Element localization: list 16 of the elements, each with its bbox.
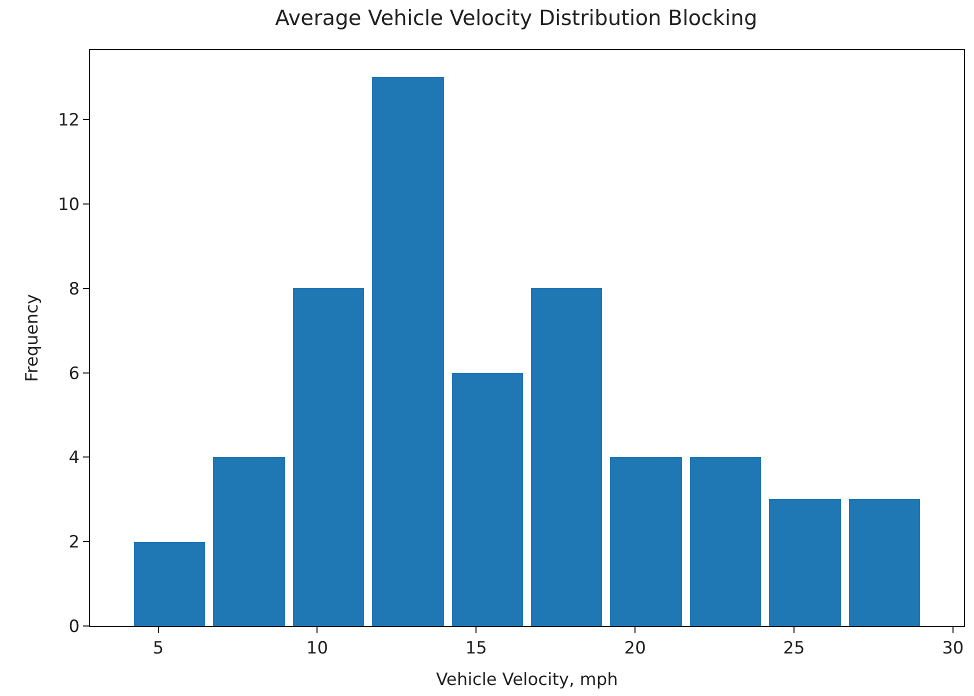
y-tick-label: 4 (68, 448, 80, 468)
y-tick-label: 6 (68, 364, 80, 384)
x-tick-label: 30 (942, 638, 964, 658)
y-tick-label: 10 (58, 194, 80, 215)
y-tick-label: 2 (68, 532, 80, 553)
x-axis-title: Vehicle Velocity, mph (436, 670, 618, 690)
x-tick-label: 15 (465, 638, 487, 658)
x-tick-label: 20 (624, 638, 646, 658)
x-tick-label: 10 (306, 638, 328, 658)
x-tick-label: 5 (152, 638, 164, 658)
y-tick-label: 0 (68, 616, 80, 637)
chart-title: Average Vehicle Velocity Distribution Blocking (275, 6, 758, 30)
y-tick-label: 8 (68, 279, 80, 300)
x-tick-label: 25 (783, 638, 805, 658)
y-axis-title: Frequency (22, 294, 43, 382)
y-tick-label: 12 (58, 110, 80, 131)
